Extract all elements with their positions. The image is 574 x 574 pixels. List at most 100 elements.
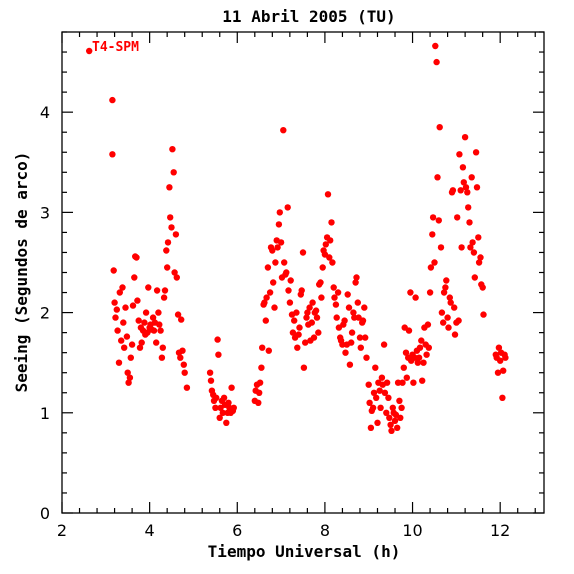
- data-point: [281, 259, 288, 266]
- data-point: [373, 394, 380, 401]
- data-point: [309, 299, 316, 306]
- data-point: [433, 58, 440, 66]
- data-point: [289, 329, 297, 336]
- y-tick-label: 1: [40, 404, 50, 423]
- data-point: [212, 404, 219, 411]
- data-point: [295, 331, 302, 338]
- x-tick-label: 10: [402, 521, 422, 540]
- data-point: [394, 424, 401, 431]
- data-point: [113, 306, 121, 313]
- data-point: [363, 354, 370, 361]
- data-point: [272, 259, 279, 266]
- data-point: [451, 304, 458, 311]
- x-tick-label: 12: [490, 521, 510, 540]
- data-point: [381, 389, 389, 396]
- data-point: [274, 244, 281, 251]
- data-point: [181, 369, 188, 376]
- data-point: [256, 389, 263, 396]
- data-point: [319, 264, 326, 271]
- data-point: [497, 357, 504, 364]
- data-point: [449, 187, 457, 194]
- data-point: [125, 379, 132, 386]
- data-point: [118, 337, 125, 344]
- data-point: [341, 317, 348, 324]
- data-point: [261, 299, 268, 306]
- data-point: [412, 294, 419, 301]
- data-point: [468, 174, 475, 181]
- data-point: [174, 311, 182, 318]
- x-axis: 2 4 6 8 10 12: [57, 32, 536, 540]
- data-point: [180, 361, 187, 368]
- data-point: [447, 299, 454, 306]
- data-point: [115, 359, 123, 366]
- data-point: [420, 359, 427, 366]
- data-point: [171, 269, 178, 276]
- data-point: [255, 399, 262, 406]
- data-point: [136, 344, 144, 351]
- data-point: [414, 359, 421, 366]
- data-point: [159, 344, 166, 351]
- data-point: [394, 379, 402, 386]
- chart-title: 11 Abril 2005 (TU): [222, 7, 395, 26]
- data-point: [308, 319, 315, 326]
- data-point: [458, 244, 465, 251]
- data-point: [219, 409, 226, 416]
- data-point: [437, 244, 445, 251]
- data-point: [157, 327, 164, 334]
- data-point: [293, 309, 300, 316]
- data-point: [324, 191, 332, 198]
- y-tick-label: 4: [40, 103, 50, 122]
- data-point: [216, 414, 223, 421]
- data-point: [264, 264, 272, 271]
- data-point: [122, 304, 129, 311]
- data-point: [432, 42, 439, 50]
- data-point: [367, 424, 375, 431]
- data-point: [383, 379, 391, 386]
- data-point: [269, 247, 276, 254]
- data-point: [166, 184, 173, 191]
- data-point: [459, 164, 467, 171]
- data-point: [398, 404, 405, 411]
- data-point: [276, 209, 283, 216]
- data-point: [460, 179, 467, 186]
- data-point: [213, 394, 220, 401]
- data-point: [183, 384, 191, 391]
- data-point: [304, 309, 311, 316]
- data-point: [475, 259, 483, 266]
- data-point: [400, 364, 407, 371]
- data-point: [299, 249, 307, 256]
- data-point: [353, 274, 360, 281]
- data-point: [116, 289, 124, 296]
- data-point: [370, 389, 378, 396]
- data-point: [403, 374, 410, 381]
- data-point: [456, 151, 463, 158]
- data-point: [168, 224, 175, 231]
- data-point: [471, 274, 478, 281]
- data-points: [86, 42, 509, 434]
- data-point: [378, 374, 386, 381]
- x-tick-label: 2: [57, 521, 67, 540]
- data-point: [344, 291, 351, 298]
- data-point: [472, 149, 480, 156]
- data-point: [317, 279, 324, 286]
- data-point: [342, 349, 349, 356]
- data-point: [477, 254, 484, 261]
- data-point: [455, 317, 462, 324]
- x-tick-label: 8: [320, 521, 330, 540]
- data-point: [366, 399, 373, 406]
- data-point: [300, 364, 308, 371]
- data-point: [306, 304, 313, 311]
- data-point: [86, 47, 93, 55]
- data-point: [133, 254, 140, 261]
- data-point: [451, 331, 459, 338]
- data-point: [326, 254, 333, 261]
- data-point: [327, 237, 334, 244]
- data-point: [256, 379, 264, 386]
- data-point: [271, 304, 278, 311]
- data-point: [123, 333, 131, 340]
- data-point: [462, 184, 470, 191]
- data-point: [124, 369, 131, 376]
- data-point: [425, 344, 432, 351]
- data-point: [376, 387, 383, 394]
